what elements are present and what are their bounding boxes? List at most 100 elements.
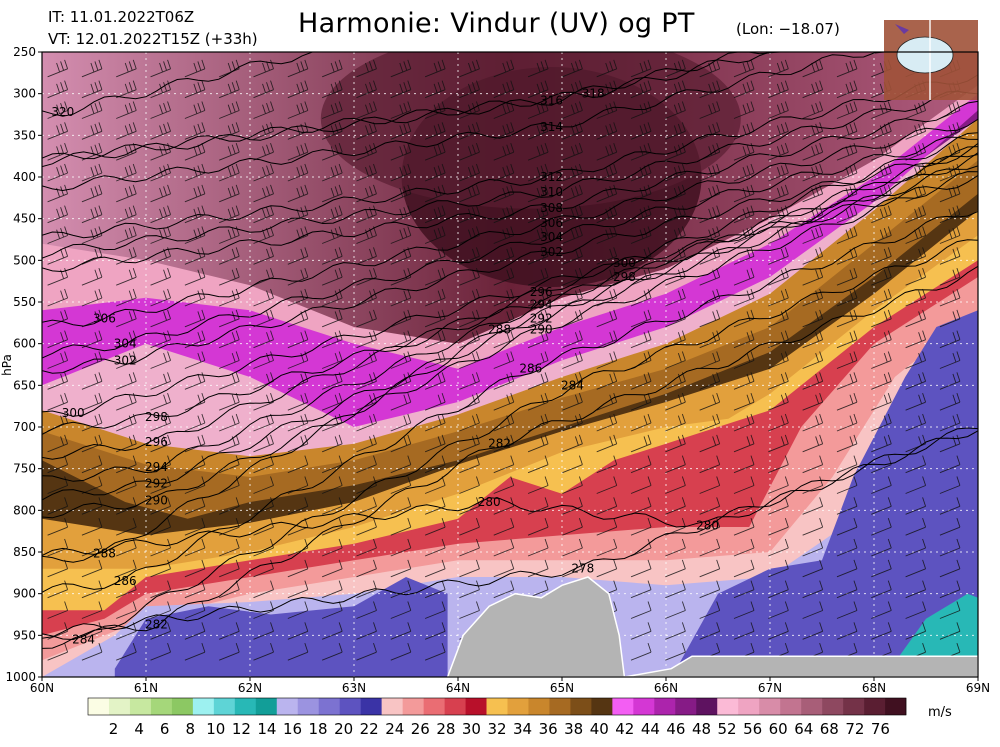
colorbar-tick-label: 12 (232, 720, 251, 738)
isentrope-label: 302 (540, 245, 563, 259)
isentrope-label: 300 (613, 256, 636, 270)
colorbar-tick-label: 38 (564, 720, 583, 738)
colorbar-tick-label: 40 (590, 720, 609, 738)
isentrope-label: 312 (540, 170, 563, 184)
isentrope-label: 286 (114, 574, 137, 588)
colorbar-swatch (256, 698, 277, 715)
colorbar-tick-label: 76 (871, 720, 890, 738)
isentrope-label: 282 (488, 437, 511, 451)
colorbar-swatch (507, 698, 528, 715)
x-tick-label: 67N (758, 681, 782, 695)
colorbar-swatch (591, 698, 612, 715)
isentrope-label: 284 (561, 378, 584, 392)
colorbar-swatch (487, 698, 508, 715)
colorbar-tick-label: 32 (487, 720, 506, 738)
colorbar-tick-label: 6 (160, 720, 170, 738)
y-tick-label: 650 (13, 378, 36, 392)
colorbar-swatch (843, 698, 864, 715)
colorbar-swatch (675, 698, 696, 715)
colorbar-swatch (403, 698, 424, 715)
isentrope-label: 288 (93, 547, 116, 561)
colorbar-swatch (214, 698, 235, 715)
colorbar-swatch (801, 698, 822, 715)
colorbar-tick-label: 48 (692, 720, 711, 738)
x-tick-label: 68N (862, 681, 886, 695)
isentrope-label: 278 (571, 562, 594, 576)
isentrope-label: 296 (145, 435, 168, 449)
colorbar-tick-label: 52 (718, 720, 737, 738)
isentrope-label: 282 (145, 618, 168, 632)
y-tick-label: 550 (13, 295, 36, 309)
isentrope-label: 302 (114, 353, 137, 367)
colorbar-swatch (780, 698, 801, 715)
isentrope-label: 306 (540, 216, 563, 230)
colorbar-swatch (528, 698, 549, 715)
x-tick-label: 62N (238, 681, 262, 695)
x-tick-label: 64N (446, 681, 470, 695)
colorbar-swatch (654, 698, 675, 715)
colorbar: 2 4 6 8 10 12 14 16 18 20 22 24 26 28 30 32 34 36 38 40 42 44… (88, 698, 952, 738)
colorbar-swatch (424, 698, 445, 715)
y-tick-label: 600 (13, 337, 36, 351)
colorbar-swatch (130, 698, 151, 715)
y-tick-label: 700 (13, 420, 36, 434)
y-tick-label: 400 (13, 170, 36, 184)
colorbar-swatch (738, 698, 759, 715)
colorbar-swatch (822, 698, 843, 715)
colorbar-swatch (382, 698, 403, 715)
isentrope-label: 298 (613, 270, 636, 284)
colorbar-tick-label: 18 (309, 720, 328, 738)
x-tick-label: 60N (30, 681, 54, 695)
x-tick-label: 69N (966, 681, 990, 695)
y-tick-label: 800 (13, 503, 36, 517)
colorbar-swatch (864, 698, 885, 715)
isentrope-label: 294 (530, 298, 553, 312)
colorbar-tick-label: 2 (109, 720, 119, 738)
y-tick-label: 450 (13, 212, 36, 226)
y-tick-label: 950 (13, 628, 36, 642)
colorbar-tick-label: 34 (513, 720, 532, 738)
colorbar-tick-label: 64 (794, 720, 813, 738)
colorbar-swatch (612, 698, 633, 715)
isentrope-label: 294 (145, 460, 168, 474)
y-tick-label: 250 (13, 45, 36, 59)
isentrope-label: 306 (93, 312, 116, 326)
isentrope-label: 292 (530, 312, 553, 326)
y-axis-label: hPa (0, 354, 14, 376)
colorbar-swatch (717, 698, 738, 715)
colorbar-swatch (277, 698, 298, 715)
isentrope-label: 288 (488, 323, 511, 337)
colorbar-tick-label: 4 (134, 720, 144, 738)
isentrope-label: 286 (519, 362, 542, 376)
colorbar-swatch (549, 698, 570, 715)
isentrope-label: 280 (478, 495, 501, 509)
isentrope-label: 316 (540, 93, 563, 107)
colorbar-swatch (172, 698, 193, 715)
colorbar-swatch (361, 698, 382, 715)
colorbar-swatch (193, 698, 214, 715)
colorbar-tick-label: 60 (769, 720, 788, 738)
colorbar-tick-label: 36 (539, 720, 558, 738)
colorbar-swatch (466, 698, 487, 715)
y-tick-label: 500 (13, 253, 36, 267)
isentrope-label: 320 (51, 105, 74, 119)
isentrope-label: 310 (540, 185, 563, 199)
isentrope-label: 308 (540, 201, 563, 215)
colorbar-swatch (235, 698, 256, 715)
colorbar-swatch (885, 698, 906, 715)
isentrope-label: 280 (696, 518, 719, 532)
y-tick-label: 750 (13, 462, 36, 476)
isentrope-label: 284 (72, 633, 95, 647)
colorbar-swatch (88, 698, 109, 715)
isentrope-label: 318 (582, 87, 605, 101)
colorbar-tick-label: 42 (615, 720, 634, 738)
colorbar-tick-label: 10 (206, 720, 225, 738)
y-tick-label: 850 (13, 545, 36, 559)
x-tick-label: 65N (550, 681, 574, 695)
colorbar-swatch (319, 698, 340, 715)
y-tick-label: 900 (13, 587, 36, 601)
isentrope-label: 290 (145, 493, 168, 507)
x-tick-label: 61N (134, 681, 158, 695)
colorbar-unit: m/s (928, 705, 952, 720)
